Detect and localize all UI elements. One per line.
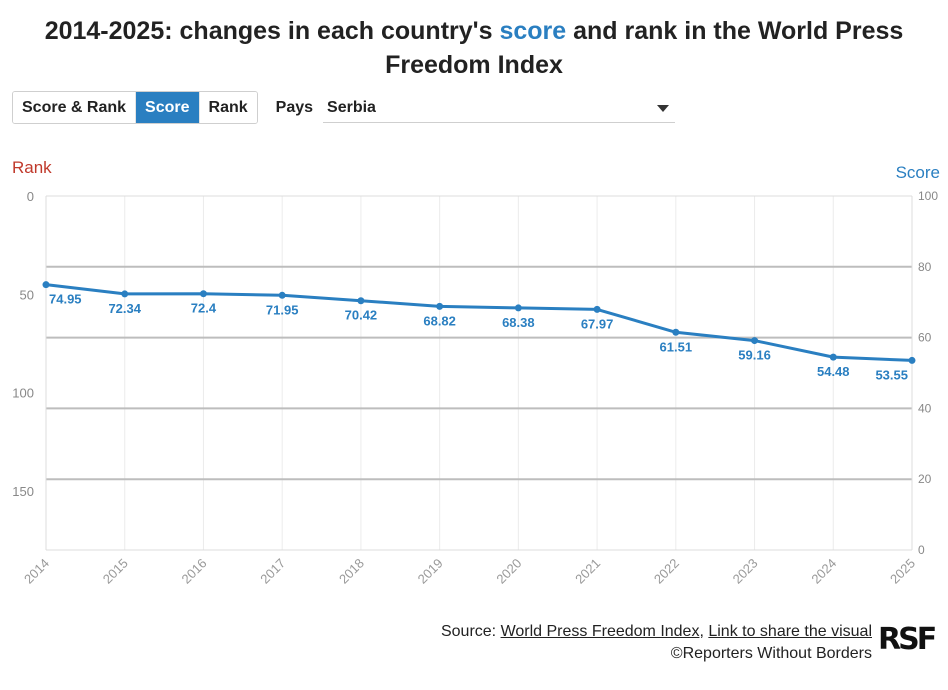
score-data-label: 53.55 <box>875 367 908 382</box>
score-data-label: 72.34 <box>108 301 141 316</box>
left-axis-tick-label: 100 <box>12 386 34 401</box>
score-data-label: 68.38 <box>502 315 535 330</box>
score-point <box>593 305 601 313</box>
x-tick-label: 2016 <box>179 556 210 587</box>
score-point <box>514 304 522 312</box>
x-tick-label: 2023 <box>730 556 761 587</box>
tab-score[interactable]: Score <box>136 92 200 123</box>
x-tick-label: 2018 <box>336 556 367 587</box>
right-axis-title: Score <box>895 163 940 182</box>
controls-bar: Score & Rank Score Rank Pays Serbia <box>12 91 676 124</box>
score-point <box>357 297 365 305</box>
title-highlight: score <box>499 17 567 45</box>
right-axis-tick-label: 40 <box>918 401 932 415</box>
score-point <box>751 337 759 345</box>
chart-title: 2014-2025: changes in each country's sco… <box>0 14 948 82</box>
left-axis-tick-label: 150 <box>12 484 34 499</box>
score-series-line <box>45 283 913 362</box>
country-select-value: Serbia <box>327 99 376 116</box>
x-tick-label: 2014 <box>21 556 52 587</box>
right-axis-tick-label: 100 <box>918 189 938 203</box>
score-point <box>436 302 444 310</box>
country-label: Pays <box>275 98 314 116</box>
right-axis-tick-label: 60 <box>918 331 932 345</box>
score-point <box>829 353 837 361</box>
right-axis-tick-label: 0 <box>918 543 925 557</box>
share-link[interactable]: Link to share the visual <box>708 623 872 640</box>
x-tick-label: 2017 <box>257 556 288 587</box>
view-toggle: Score & Rank Score Rank <box>12 91 258 124</box>
tab-score-rank[interactable]: Score & Rank <box>13 92 137 123</box>
score-point <box>672 328 680 336</box>
score-data-label: 54.48 <box>817 364 850 379</box>
tab-rank[interactable]: Rank <box>199 92 257 123</box>
left-axis-tick-label: 50 <box>20 287 34 302</box>
x-tick-label: 2021 <box>572 556 603 587</box>
chevron-down-icon <box>657 105 670 112</box>
wpfi-link[interactable]: World Press Freedom Index <box>500 623 700 640</box>
source-separator: , <box>699 623 709 640</box>
x-tick-label: 2015 <box>100 556 131 587</box>
title-after: and rank in the World Press Freedom Inde… <box>385 17 904 79</box>
x-tick-label: 2024 <box>808 556 839 587</box>
score-data-label: 70.42 <box>345 308 378 323</box>
left-axis-title: Rank <box>12 158 52 177</box>
x-tick-label: 2025 <box>887 556 918 587</box>
score-data-label: 71.95 <box>266 302 299 317</box>
rsf-logo: RSF <box>878 622 937 657</box>
credit-line: ©Reporters Without Borders <box>670 645 872 662</box>
title-before: 2014-2025: changes in each country's <box>44 17 500 45</box>
x-tick-label: 2022 <box>651 556 682 587</box>
source-prefix: Source: <box>440 623 501 640</box>
score-point <box>908 356 916 364</box>
right-axis-tick-label: 80 <box>918 260 932 274</box>
score-data-label: 61.51 <box>660 339 693 354</box>
source-line: Source: World Press Freedom Index, Link … <box>441 621 872 643</box>
footer: Source: World Press Freedom Index, Link … <box>441 621 872 665</box>
score-point <box>199 290 207 298</box>
score-data-label: 59.16 <box>738 348 771 363</box>
x-tick-label: 2019 <box>415 556 446 587</box>
score-data-label: 67.97 <box>581 316 614 331</box>
country-select[interactable]: Serbia <box>323 92 676 123</box>
x-tick-label: 2020 <box>493 556 524 587</box>
score-point <box>121 290 129 298</box>
left-axis-tick-label: 0 <box>27 189 34 204</box>
score-point <box>42 281 50 289</box>
score-data-label: 74.95 <box>49 292 82 307</box>
score-data-label: 72.4 <box>191 301 217 316</box>
right-axis-tick-label: 20 <box>918 472 932 486</box>
score-point <box>278 291 286 299</box>
score-data-label: 68.82 <box>423 313 456 328</box>
